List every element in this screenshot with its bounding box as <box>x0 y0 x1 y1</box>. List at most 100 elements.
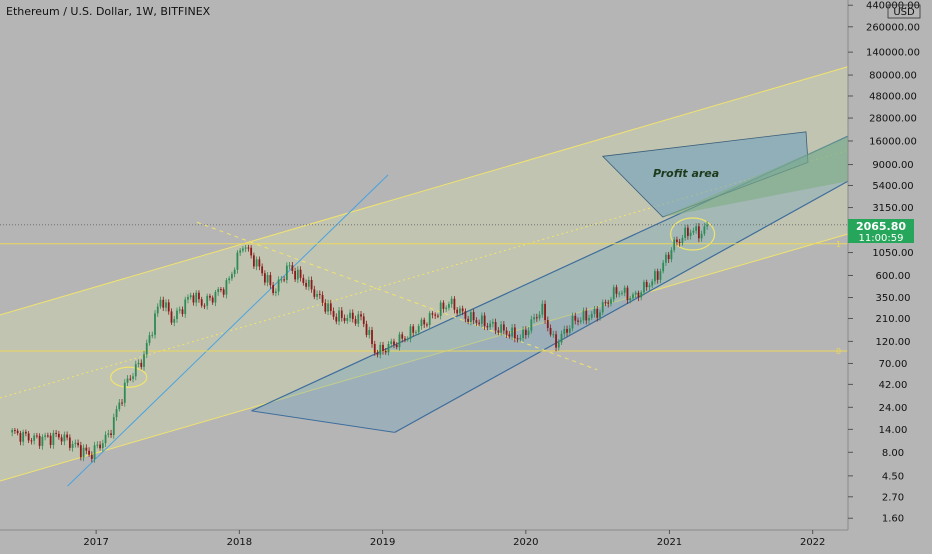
x-tick-label: 2018 <box>227 537 252 548</box>
candle-body <box>82 447 85 458</box>
candle-body <box>16 430 19 434</box>
candle-body <box>49 435 52 445</box>
candle-body <box>85 447 88 451</box>
candle-body <box>220 289 222 291</box>
candle-body <box>557 342 560 348</box>
candle-body <box>296 269 299 280</box>
candle-body <box>71 443 74 448</box>
candle-body <box>681 237 684 243</box>
candle-body <box>368 330 371 335</box>
candle-body <box>44 435 47 437</box>
candle-body <box>667 254 670 260</box>
candle-body <box>544 303 546 321</box>
candle-body <box>154 313 156 335</box>
candle-body <box>132 376 134 379</box>
candle-body <box>475 320 478 323</box>
candle-body <box>55 432 58 434</box>
candle-body <box>137 362 140 365</box>
candle-body <box>516 338 519 340</box>
candle-body <box>434 314 437 316</box>
y-tick-label: 80000.00 <box>869 71 917 82</box>
y-tick-label: 42.00 <box>879 380 908 391</box>
candle-body <box>247 247 250 249</box>
blue-channel-start[interactable] <box>251 410 395 433</box>
y-tick-label: 16000.00 <box>869 136 917 147</box>
blue-channel-bottom[interactable] <box>394 180 849 433</box>
candle-body <box>398 334 401 348</box>
candle-body <box>417 326 420 333</box>
candle-body <box>585 310 588 321</box>
candle-body <box>178 309 181 311</box>
candle-body <box>453 298 456 310</box>
candle-body <box>19 433 22 442</box>
last-price-label: 2065.80 <box>856 220 906 233</box>
candle-body <box>99 444 101 449</box>
candle-body <box>461 308 464 312</box>
candle-body <box>88 450 90 455</box>
level-label-1: 1 <box>836 240 841 249</box>
candle-body <box>269 275 272 286</box>
candle-body <box>41 436 44 446</box>
candle-body <box>478 322 481 324</box>
y-tick-label: 4.50 <box>882 471 904 482</box>
descending-dashed-line[interactable] <box>196 221 598 371</box>
candle-body <box>629 298 632 301</box>
y-tick-label: 8.00 <box>882 448 904 459</box>
candle-body <box>170 311 173 323</box>
candle-body <box>527 330 530 336</box>
candle-body <box>395 344 398 348</box>
candle-body <box>354 319 357 324</box>
candle-body <box>618 293 621 295</box>
candle-body <box>272 285 275 294</box>
profit-area-label: Profit area <box>653 167 719 180</box>
candle-body <box>412 326 415 333</box>
candle-body <box>126 378 129 383</box>
candle-body <box>373 343 376 353</box>
candle-body <box>351 312 354 320</box>
candle-body <box>654 271 656 282</box>
channel-top-line[interactable] <box>0 66 849 316</box>
candle-body <box>568 328 571 333</box>
candle-body <box>200 299 203 306</box>
candle-body <box>382 344 384 351</box>
candle-body <box>176 310 178 320</box>
y-tick-label: 440000.00 <box>866 1 920 12</box>
candle-body <box>426 324 428 326</box>
candle-body <box>115 409 118 418</box>
candle-body <box>448 304 450 308</box>
y-tick-label: 210.00 <box>876 314 911 325</box>
candle-body <box>121 402 123 404</box>
candle-body <box>280 279 283 281</box>
candle-body <box>181 309 184 315</box>
candle-body <box>697 226 700 239</box>
candle-body <box>173 319 176 323</box>
price-tag[interactable]: 2065.80 11:00:59 <box>848 219 914 244</box>
candle-body <box>464 311 467 319</box>
channel-bottom-line[interactable] <box>0 233 849 482</box>
candle-body <box>22 431 25 442</box>
candle-body <box>371 330 373 344</box>
highlight-ellipse-2021[interactable] <box>670 217 716 251</box>
candle-body <box>145 342 148 355</box>
candle-body <box>74 442 77 444</box>
x-tick-label: 2021 <box>657 537 682 548</box>
highlight-ellipse-2017[interactable] <box>110 366 148 388</box>
candle-body <box>673 239 676 251</box>
candle-body <box>283 279 286 281</box>
y-tick-label: 28000.00 <box>869 114 917 125</box>
steep-trendline[interactable] <box>67 174 389 487</box>
candle-body <box>225 280 228 295</box>
candle-body <box>588 317 590 321</box>
currency-label[interactable]: USD <box>887 4 921 19</box>
candle-body <box>519 337 522 340</box>
candle-body <box>129 378 132 380</box>
candle-body <box>546 320 549 328</box>
candle-body <box>195 292 198 303</box>
candle-body <box>148 335 151 343</box>
x-tick-label: 2017 <box>83 537 108 548</box>
candle-body <box>140 362 143 367</box>
candle-body <box>494 321 497 331</box>
candle-body <box>159 299 162 307</box>
